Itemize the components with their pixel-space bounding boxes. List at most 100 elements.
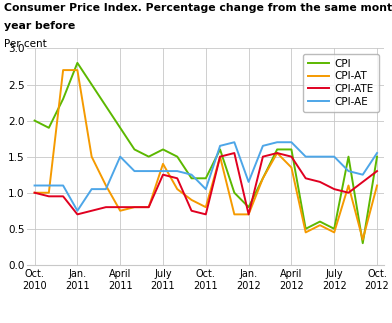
- CPI: [218, 148, 222, 151]
- CPI-AE: [103, 187, 108, 191]
- CPI-AT: [203, 205, 208, 209]
- CPI-AT: [232, 213, 237, 216]
- Line: CPI-AE: CPI-AE: [34, 142, 377, 211]
- CPI-AT: [47, 191, 51, 195]
- CPI-AE: [175, 169, 180, 173]
- CPI-AT: [275, 151, 279, 155]
- CPI-AE: [303, 155, 308, 159]
- CPI: [275, 148, 279, 151]
- CPI-ATE: [61, 194, 65, 198]
- CPI-AE: [161, 169, 165, 173]
- CPI-AT: [289, 165, 294, 169]
- CPI-ATE: [289, 155, 294, 159]
- CPI: [303, 227, 308, 231]
- CPI-AT: [246, 213, 251, 216]
- CPI-AE: [346, 169, 351, 173]
- CPI-ATE: [261, 155, 265, 159]
- CPI: [47, 126, 51, 130]
- CPI: [360, 241, 365, 245]
- Line: CPI-ATE: CPI-ATE: [34, 153, 377, 214]
- CPI: [318, 220, 322, 224]
- CPI-AE: [32, 183, 37, 187]
- CPI: [375, 155, 379, 159]
- CPI-ATE: [303, 176, 308, 180]
- CPI: [232, 191, 237, 195]
- CPI-ATE: [232, 151, 237, 155]
- CPI-AE: [218, 144, 222, 148]
- CPI-ATE: [375, 169, 379, 173]
- CPI-AT: [103, 183, 108, 187]
- CPI-ATE: [32, 191, 37, 195]
- Legend: CPI, CPI-AT, CPI-ATE, CPI-AE: CPI, CPI-AT, CPI-ATE, CPI-AE: [303, 54, 379, 112]
- CPI-ATE: [203, 213, 208, 216]
- CPI-AT: [175, 187, 180, 191]
- CPI-ATE: [246, 213, 251, 216]
- Line: CPI: CPI: [34, 63, 377, 243]
- CPI: [132, 148, 137, 151]
- CPI-AT: [118, 209, 123, 213]
- CPI: [61, 97, 65, 101]
- CPI: [89, 83, 94, 87]
- CPI-ATE: [189, 209, 194, 213]
- CPI-AE: [360, 173, 365, 177]
- CPI-AE: [118, 155, 123, 159]
- CPI-AT: [375, 183, 379, 187]
- CPI-ATE: [89, 209, 94, 213]
- Text: Consumer Price Index. Percentage change from the same month one: Consumer Price Index. Percentage change …: [4, 3, 392, 13]
- CPI-ATE: [360, 180, 365, 184]
- CPI: [75, 61, 80, 65]
- CPI-AE: [261, 144, 265, 148]
- CPI-AE: [146, 169, 151, 173]
- CPI-ATE: [218, 155, 222, 159]
- CPI-AE: [89, 187, 94, 191]
- CPI-ATE: [75, 213, 80, 216]
- CPI-AE: [61, 183, 65, 187]
- CPI: [175, 155, 180, 159]
- Line: CPI-AT: CPI-AT: [34, 70, 377, 240]
- CPI-ATE: [161, 173, 165, 177]
- CPI-AE: [75, 209, 80, 213]
- CPI-AT: [303, 231, 308, 234]
- CPI-AE: [375, 151, 379, 155]
- CPI-AT: [261, 176, 265, 180]
- CPI-ATE: [103, 205, 108, 209]
- Text: year before: year before: [4, 21, 75, 31]
- CPI-AT: [132, 205, 137, 209]
- CPI: [32, 119, 37, 122]
- CPI-AE: [332, 155, 337, 159]
- CPI-AE: [246, 180, 251, 184]
- CPI-AE: [203, 187, 208, 191]
- CPI: [261, 176, 265, 180]
- CPI-AT: [346, 183, 351, 187]
- CPI: [332, 227, 337, 231]
- CPI-AE: [289, 140, 294, 144]
- CPI-AT: [146, 205, 151, 209]
- CPI-AT: [360, 238, 365, 242]
- CPI-AT: [189, 198, 194, 202]
- CPI-ATE: [146, 205, 151, 209]
- CPI-AE: [318, 155, 322, 159]
- CPI-AT: [161, 162, 165, 166]
- CPI: [146, 155, 151, 159]
- CPI: [246, 205, 251, 209]
- CPI-ATE: [47, 194, 51, 198]
- CPI: [189, 176, 194, 180]
- CPI-AE: [232, 140, 237, 144]
- CPI: [161, 148, 165, 151]
- CPI-ATE: [175, 176, 180, 180]
- CPI: [346, 155, 351, 159]
- CPI: [203, 176, 208, 180]
- CPI-AT: [61, 68, 65, 72]
- CPI-ATE: [318, 180, 322, 184]
- CPI-ATE: [275, 151, 279, 155]
- CPI-AE: [189, 173, 194, 177]
- CPI-ATE: [332, 187, 337, 191]
- CPI-AT: [332, 231, 337, 234]
- Text: Per cent: Per cent: [4, 39, 47, 49]
- CPI-AT: [218, 155, 222, 159]
- CPI-AT: [32, 191, 37, 195]
- CPI-ATE: [118, 205, 123, 209]
- CPI-AE: [47, 183, 51, 187]
- CPI-AE: [132, 169, 137, 173]
- CPI: [103, 104, 108, 108]
